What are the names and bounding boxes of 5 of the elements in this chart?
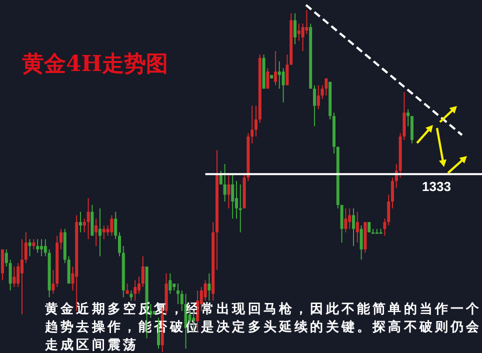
candlestick xyxy=(372,228,374,234)
candlestick xyxy=(375,228,378,234)
candlestick xyxy=(379,228,382,234)
text: 1333 xyxy=(422,179,451,194)
text: 黄金4H走势图 xyxy=(21,51,168,77)
